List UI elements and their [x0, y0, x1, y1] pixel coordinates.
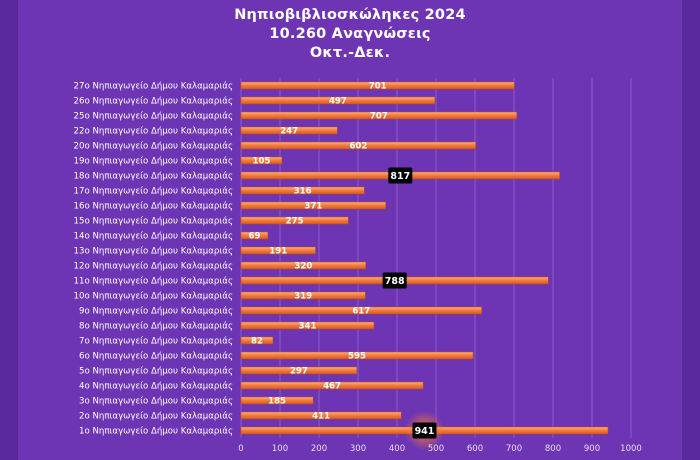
category-label: 4ο Νηπιαγωγείο Δήμου Καλαμαριάς [79, 382, 233, 392]
value-label: 788 [385, 276, 405, 287]
value-label-box [382, 272, 407, 289]
bar [240, 156, 283, 165]
value-label: 707 [370, 112, 388, 122]
value-label-box [412, 422, 437, 439]
value-label: 319 [294, 292, 312, 302]
category-label: 27ο Νηπιαγωγείο Δήμου Καλαμαριάς [74, 82, 233, 92]
bar [240, 246, 316, 255]
title-line-1: Νηπιοβιβλιοσκώληκες 2024 [234, 7, 466, 23]
chart-title: Νηπιοβιβλιοσκώληκες 2024 10.260 Αναγνώσε… [0, 6, 700, 63]
x-tick-label: 700 [506, 444, 522, 454]
bar [240, 126, 338, 135]
bar [240, 411, 402, 420]
category-label: 14ο Νηπιαγωγείο Δήμου Καλαμαριάς [74, 232, 233, 242]
bar [240, 366, 358, 375]
bar [240, 261, 367, 270]
category-label: 16ο Νηπιαγωγείο Δήμου Καλαμαριάς [74, 202, 233, 212]
category-label: 8ο Νηπιαγωγείο Δήμου Καλαμαριάς [79, 322, 233, 332]
category-label: 7ο Νηπιαγωγείο Δήμου Καλαμαριάς [79, 337, 233, 347]
value-label: 595 [348, 352, 366, 362]
value-label: 191 [269, 247, 287, 257]
value-label: 497 [329, 97, 347, 107]
value-label: 247 [280, 127, 298, 137]
category-label: 26ο Νηπιαγωγείο Δήμου Καλαμαριάς [74, 97, 233, 107]
bar [240, 381, 424, 390]
bar [240, 216, 349, 225]
bar [240, 351, 474, 360]
bar [240, 201, 386, 210]
category-label: 19ο Νηπιαγωγείο Δήμου Καλαμαριάς [74, 157, 233, 167]
category-label: 6ο Νηπιαγωγείο Δήμου Καλαμαριάς [79, 352, 233, 362]
value-label: 602 [349, 142, 367, 152]
value-label: 617 [352, 307, 370, 317]
category-label: 15ο Νηπιαγωγείο Δήμου Καλαμαριάς [74, 217, 233, 227]
category-label: 13ο Νηπιαγωγείο Δήμου Καλαμαριάς [74, 247, 233, 257]
value-label: 316 [294, 187, 312, 197]
value-label: 297 [290, 367, 308, 377]
category-label: 3ο Νηπιαγωγείο Δήμου Καλαμαριάς [79, 397, 233, 407]
value-label: 320 [294, 262, 312, 272]
bar [240, 336, 274, 345]
value-label: 105 [252, 157, 270, 167]
category-label: 2ο Νηπιαγωγείο Δήμου Καλαμαριάς [79, 412, 233, 422]
bar [240, 96, 436, 105]
value-label: 701 [369, 82, 387, 92]
value-label: 82 [251, 337, 263, 347]
value-label: 185 [268, 397, 286, 407]
x-tick-label: 900 [584, 444, 600, 454]
value-label: 371 [304, 202, 322, 212]
value-label: 411 [312, 412, 330, 422]
category-label: 25ο Νηπιαγωγείο Δήμου Καλαμαριάς [74, 112, 233, 122]
x-tick-label: 200 [311, 444, 327, 454]
category-label: 11ο Νηπιαγωγείο Δήμου Καλαμαριάς [74, 277, 233, 287]
category-label: 17ο Νηπιαγωγείο Δήμου Καλαμαριάς [74, 187, 233, 197]
bar [240, 321, 375, 330]
category-label: 5ο Νηπιαγωγείο Δήμου Καλαμαριάς [79, 367, 233, 377]
value-label-box [388, 167, 413, 184]
value-label: 341 [299, 322, 317, 332]
bar [240, 81, 515, 90]
x-tick-label: 100 [272, 444, 288, 454]
bar [240, 231, 269, 240]
category-label: 10ο Νηπιαγωγείο Δήμου Καλαμαριάς [74, 292, 233, 302]
bar [240, 141, 477, 150]
category-label: 9ο Νηπιαγωγείο Δήμου Καλαμαριάς [79, 307, 233, 317]
x-tick-label: 300 [350, 444, 366, 454]
x-tick-label: 500 [428, 444, 444, 454]
x-tick-label: 1000 [620, 444, 642, 454]
value-label: 69 [248, 232, 260, 242]
bar [240, 186, 365, 195]
category-label: 18ο Νηπιαγωγείο Δήμου Καλαμαριάς [74, 172, 233, 182]
x-tick-label: 600 [467, 444, 483, 454]
value-label: 941 [415, 426, 435, 437]
x-tick-label: 400 [389, 444, 405, 454]
category-label: 22ο Νηπιαγωγείο Δήμου Καλαμαριάς [74, 127, 233, 137]
x-tick-label: 800 [545, 444, 561, 454]
bar [240, 396, 314, 405]
category-label: 20ο Νηπιαγωγείο Δήμου Καλαμαριάς [74, 142, 233, 152]
bar [240, 306, 482, 315]
category-label: 1ο Νηπιαγωγείο Δήμου Καλαμαριάς [79, 427, 233, 437]
value-label: 275 [286, 217, 304, 227]
value-label: 467 [323, 382, 341, 392]
title-line-3: Οκτ.-Δεκ. [309, 45, 391, 61]
bar [240, 111, 517, 120]
bar [240, 291, 366, 300]
category-label: 12ο Νηπιαγωγείο Δήμου Καλαμαριάς [74, 262, 233, 272]
x-tick-label: 0 [238, 444, 243, 454]
value-label: 817 [390, 171, 410, 182]
title-line-2: 10.260 Αναγνώσεις [269, 26, 431, 42]
